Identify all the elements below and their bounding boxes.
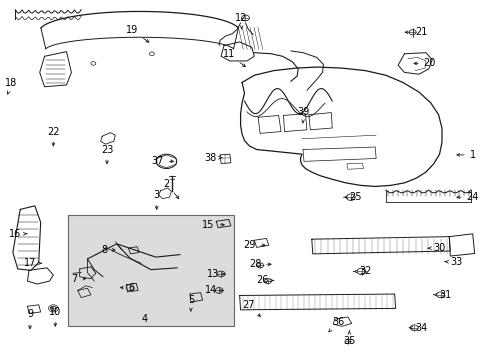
Text: 1: 1 — [456, 150, 475, 160]
Text: 24: 24 — [456, 192, 478, 202]
Text: 39: 39 — [296, 107, 308, 123]
Text: 36: 36 — [328, 317, 344, 332]
Text: 4: 4 — [141, 314, 147, 324]
Bar — [68, 215, 233, 326]
Text: 9: 9 — [27, 310, 33, 329]
Text: 37: 37 — [151, 156, 173, 166]
Text: 13: 13 — [207, 269, 224, 279]
Text: 7: 7 — [72, 274, 85, 284]
Text: 5: 5 — [187, 295, 194, 311]
Text: 28: 28 — [248, 259, 270, 269]
Text: 23: 23 — [101, 144, 113, 164]
Text: 19: 19 — [126, 25, 148, 42]
Text: 14: 14 — [205, 285, 223, 296]
Text: 35: 35 — [343, 331, 355, 346]
Text: 18: 18 — [5, 78, 18, 94]
Text: 27: 27 — [242, 300, 260, 316]
Text: 30: 30 — [427, 243, 445, 253]
Text: 11: 11 — [223, 49, 245, 67]
Text: 22: 22 — [47, 127, 60, 146]
Text: 17: 17 — [24, 258, 41, 268]
Text: 25: 25 — [343, 192, 361, 202]
Text: 2: 2 — [163, 179, 179, 199]
Text: 8: 8 — [101, 245, 115, 255]
Text: 29: 29 — [243, 240, 264, 250]
Text: 26: 26 — [255, 275, 273, 285]
Text: 6: 6 — [120, 283, 134, 293]
Text: 33: 33 — [444, 257, 462, 267]
Text: 16: 16 — [9, 229, 27, 239]
Text: 12: 12 — [235, 13, 247, 29]
Text: 3: 3 — [153, 190, 160, 209]
Text: 31: 31 — [433, 290, 450, 300]
Text: 21: 21 — [405, 27, 427, 37]
Text: 32: 32 — [353, 266, 371, 276]
Text: 20: 20 — [413, 58, 435, 68]
Text: 34: 34 — [408, 323, 426, 333]
Text: 10: 10 — [49, 307, 61, 326]
Text: 15: 15 — [202, 220, 224, 230]
Text: 38: 38 — [204, 153, 222, 163]
